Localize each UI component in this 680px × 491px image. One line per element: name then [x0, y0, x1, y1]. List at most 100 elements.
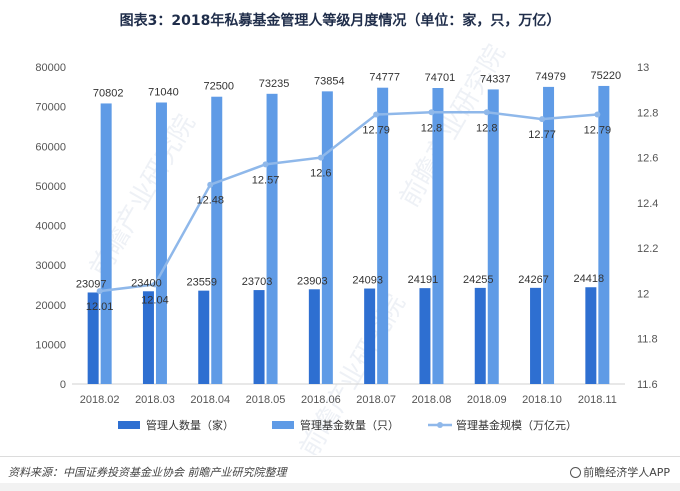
line-point-label: 12.57 — [252, 174, 280, 186]
y-right-tick-label: 12.4 — [637, 198, 658, 210]
bar-managers-label: 23400 — [131, 277, 162, 289]
line-point-label: 12.79 — [362, 125, 390, 137]
line-point — [262, 161, 269, 168]
legend-swatch-marker — [437, 422, 443, 428]
legend-label: 管理人数量（家） — [146, 418, 234, 432]
y-left-tick-label: 0 — [60, 379, 66, 391]
line-point-label: 12.01 — [86, 301, 114, 313]
bar-funds-label: 74979 — [535, 71, 566, 83]
line-fund-scale — [99, 111, 598, 293]
bar-managers — [585, 287, 597, 384]
line-point — [96, 288, 103, 295]
y-left-tick-label: 40000 — [35, 221, 66, 233]
legend-label: 管理基金数量（只） — [300, 418, 399, 432]
brand-name: 前瞻经济学人APP — [583, 466, 670, 479]
bar-managers — [419, 288, 431, 384]
bar-funds — [155, 102, 167, 384]
chart-title: 图表3：2018年私募基金管理人等级月度情况（单位：家，只，万亿） — [119, 13, 561, 29]
bar-managers — [530, 287, 542, 384]
legend: 管理人数量（家） 管理基金数量（只） 管理基金规模（万亿元） — [118, 418, 577, 432]
y-right-tick-label: 11.8 — [637, 334, 658, 346]
brand: 前瞻经济学人APP — [570, 464, 670, 480]
bar-managers-label: 24418 — [574, 273, 605, 285]
y-right-tick-label: 12 — [637, 288, 649, 300]
bar-managers-label: 23903 — [297, 275, 328, 287]
bar-funds-label: 75220 — [591, 70, 622, 82]
y-left-tick-label: 50000 — [35, 181, 66, 193]
bar-managers — [253, 290, 265, 384]
x-tick-label: 2018.10 — [522, 394, 562, 406]
bar-funds-label: 70802 — [93, 87, 124, 99]
x-tick-label: 2018.04 — [190, 394, 230, 406]
legend-swatch — [118, 421, 140, 429]
bar-funds-label: 74337 — [480, 73, 511, 85]
y-left-tick-label: 60000 — [35, 141, 66, 153]
bottom-bar — [0, 483, 680, 491]
y-left-tick-label: 30000 — [35, 260, 66, 272]
x-tick-label: 2018.09 — [467, 394, 507, 406]
line-point — [483, 109, 490, 116]
bar-funds — [377, 87, 389, 384]
bar-funds-label: 72500 — [203, 81, 234, 93]
y-right-tick-label: 12.8 — [637, 107, 658, 119]
bar-funds — [543, 86, 555, 384]
data-labels-layer: 23097 70802 23400 71040 23559 72500 23703 73235… — [76, 70, 621, 313]
line-point-label: 12.77 — [528, 129, 556, 141]
bar-funds — [598, 85, 610, 385]
line-point-label: 12.6 — [310, 168, 331, 180]
line-point-label: 12.8 — [421, 122, 442, 134]
bar-managers — [308, 289, 320, 384]
legend-label: 管理基金规模（万亿元） — [456, 418, 577, 432]
bar-funds-label: 73854 — [314, 75, 345, 87]
bar-funds — [100, 103, 112, 384]
line-point — [207, 181, 214, 188]
line-point-label: 12.48 — [196, 195, 224, 207]
y-right-tick-label: 12.6 — [637, 153, 658, 165]
bar-funds-label: 74777 — [369, 72, 400, 84]
x-tick-label: 2018.07 — [356, 394, 396, 406]
bar-funds — [321, 91, 333, 385]
line-layer — [96, 109, 601, 295]
bar-funds — [211, 96, 223, 384]
line-point — [317, 154, 324, 161]
line-point-label: 12.8 — [476, 122, 497, 134]
x-tick-label: 2018.02 — [80, 394, 120, 406]
line-point — [151, 281, 158, 288]
bar-managers-label: 24255 — [463, 274, 494, 286]
bars-layer — [87, 85, 610, 385]
bar-managers — [474, 287, 486, 384]
y-right-tick-label: 11.6 — [637, 379, 658, 391]
bar-managers — [87, 292, 99, 384]
brand-logo-icon — [570, 467, 582, 478]
x-tick-label: 2018.06 — [301, 394, 341, 406]
x-tick-label: 2018.03 — [135, 394, 175, 406]
bar-managers-label: 23703 — [242, 276, 273, 288]
line-point — [373, 111, 380, 118]
y-right-tick-label: 13 — [637, 62, 649, 74]
bar-managers — [198, 290, 210, 384]
source-note: 资料来源：中国证券投资基金业协会 前瞻产业研究院整理 — [8, 466, 287, 479]
bar-managers-label: 23559 — [186, 277, 217, 289]
line-point — [594, 111, 601, 118]
line-point — [428, 109, 435, 116]
bar-funds-label: 73235 — [259, 78, 290, 90]
x-tick-label: 2018.05 — [246, 394, 286, 406]
bar-funds — [432, 87, 444, 384]
line-point-label: 12.79 — [584, 125, 612, 137]
line-point-label: 12.04 — [141, 294, 169, 306]
bar-managers-label: 24191 — [408, 274, 439, 286]
footer: 资料来源：中国证券投资基金业协会 前瞻产业研究院整理 前瞻经济学人APP — [0, 456, 680, 483]
legend-swatch — [272, 421, 294, 429]
bar-managers-label: 24267 — [518, 274, 549, 286]
y-left-tick-label: 20000 — [35, 300, 66, 312]
bar-managers-label: 24093 — [352, 275, 383, 287]
y-right-tick-label: 12.2 — [637, 243, 658, 255]
y-left-tick-label: 80000 — [35, 62, 66, 74]
y-left-tick-label: 10000 — [35, 339, 66, 351]
x-tick-label: 2018.11 — [578, 394, 617, 406]
bar-funds — [266, 93, 278, 385]
line-point — [539, 116, 546, 123]
x-tick-label: 2018.08 — [412, 394, 452, 406]
